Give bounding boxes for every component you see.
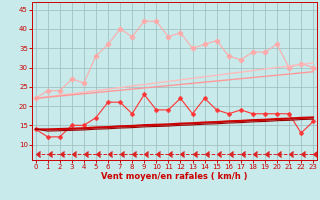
X-axis label: Vent moyen/en rafales ( km/h ): Vent moyen/en rafales ( km/h ) bbox=[101, 172, 248, 181]
